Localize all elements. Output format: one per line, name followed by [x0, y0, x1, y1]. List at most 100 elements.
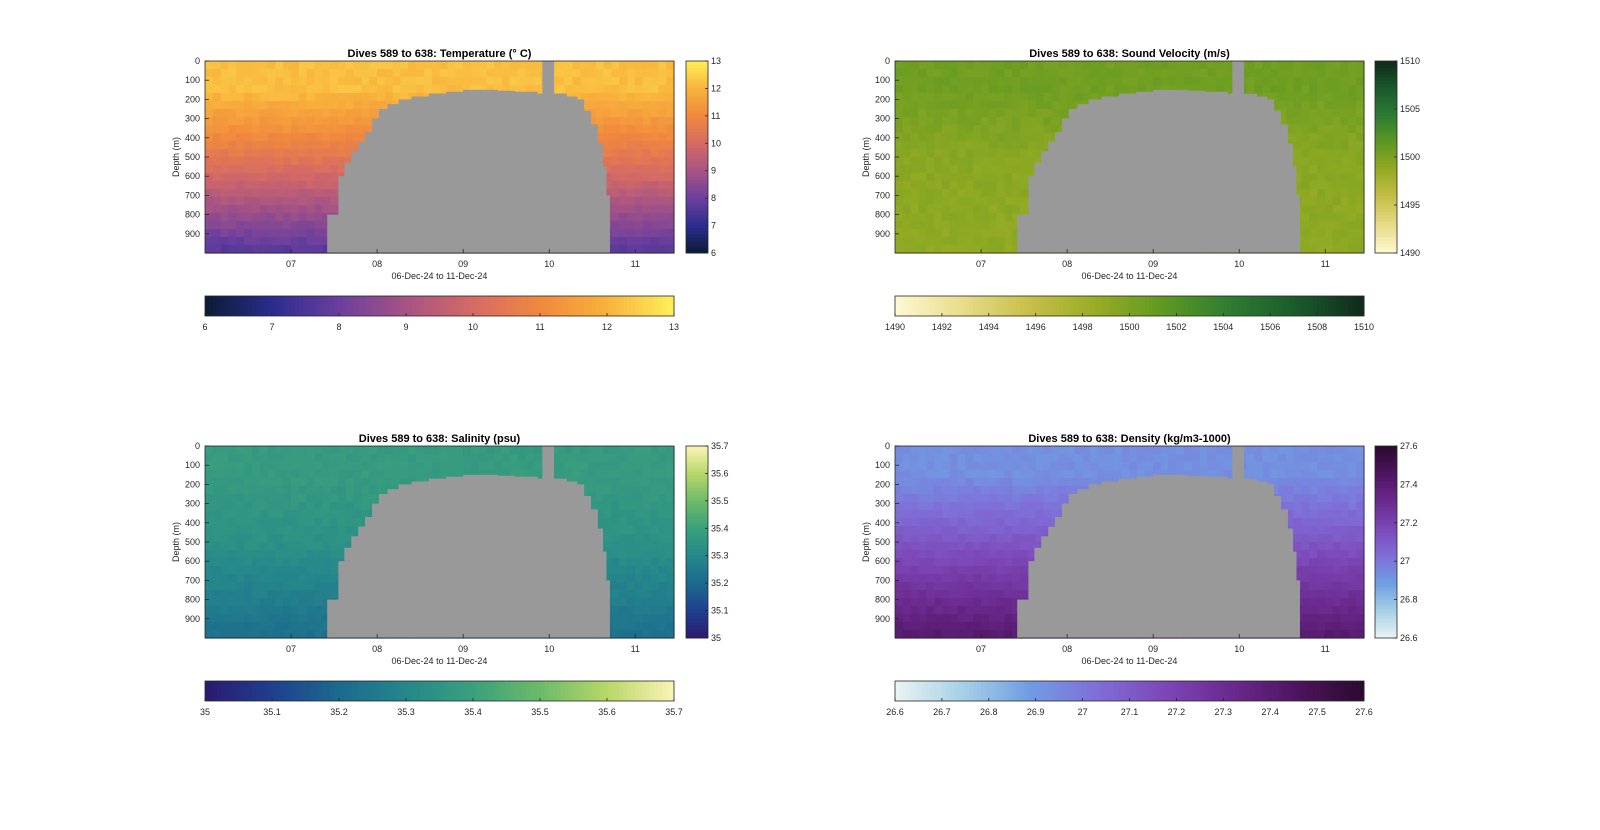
heatmap-cell [306, 454, 316, 463]
heatmap-cell [267, 582, 276, 591]
heatmap-cell [634, 558, 644, 567]
heatmap-cell [314, 125, 323, 134]
vertical-colorbar-segment [686, 224, 708, 228]
heatmap-cell [408, 454, 417, 463]
heatmap-cell [345, 534, 355, 543]
heatmap-cell [1082, 85, 1092, 94]
heatmap-cell [588, 69, 597, 78]
heatmap-cell [298, 558, 308, 567]
heatmap-cell [1348, 117, 1357, 126]
heatmap-cell [236, 189, 245, 198]
heatmap-cell [1152, 61, 1162, 70]
heatmap-cell [337, 77, 347, 86]
horizontal-colorbar-segment [337, 296, 343, 316]
heatmap-cell [337, 526, 347, 535]
heatmap-cell [212, 197, 222, 206]
heatmap-cell [290, 109, 300, 118]
heatmap-cell [973, 61, 982, 70]
heatmap-cell [627, 518, 636, 527]
horizontal-colorbar-label: 1494 [979, 322, 999, 332]
heatmap-cell [1035, 125, 1045, 134]
heatmap-cell [1356, 133, 1365, 142]
heatmap-cell [439, 85, 448, 94]
heatmap-cell [627, 229, 636, 238]
heatmap-cell [980, 229, 990, 238]
heatmap-cell [1317, 181, 1326, 190]
heatmap-cell [918, 165, 927, 174]
horizontal-colorbar-segment [509, 296, 515, 316]
heatmap-cell [988, 213, 998, 222]
heatmap-cell [244, 213, 253, 222]
heatmap-cell [376, 478, 386, 487]
horizontal-colorbar-segment [228, 296, 233, 316]
heatmap-cell [228, 574, 237, 583]
horizontal-colorbar-segment [1102, 296, 1107, 316]
heatmap-cell [306, 245, 316, 254]
heatmap-cell [934, 117, 943, 126]
heatmap-cell [259, 117, 269, 126]
heatmap-cell [918, 189, 927, 198]
heatmap-cell [910, 229, 920, 238]
heatmap-cell [949, 149, 959, 158]
heatmap-cell [666, 221, 675, 230]
heatmap-cell [973, 237, 982, 246]
heatmap-cell [627, 245, 636, 254]
heatmap-cell [666, 69, 675, 78]
heatmap-cell [1043, 141, 1052, 150]
heatmap-cell [611, 117, 620, 126]
heatmap-cell [251, 542, 261, 551]
heatmap-cell [431, 69, 441, 78]
heatmap-cell [236, 85, 245, 94]
heatmap-cell [1059, 93, 1068, 102]
heatmap-cell [980, 157, 990, 166]
horizontal-colorbar-segment [1098, 296, 1103, 316]
heatmap-cell [650, 69, 659, 78]
heatmap-cell [283, 534, 292, 543]
heatmap-cell [509, 85, 519, 94]
heatmap-cell [1348, 229, 1357, 238]
heatmap-cell [306, 213, 316, 222]
horizontal-colorbar-segment [910, 296, 916, 316]
heatmap-cell [1176, 85, 1185, 94]
vertical-colorbar-segment [686, 105, 708, 110]
heatmap-cell [275, 454, 284, 463]
heatmap-cell [634, 566, 644, 575]
heatmap-cell [603, 534, 613, 543]
heatmap-cell [1348, 221, 1357, 230]
horizontal-colorbar-segment [1149, 296, 1154, 316]
heatmap-cell [345, 117, 355, 126]
heatmap-cell [650, 149, 659, 158]
heatmap-cell [330, 117, 339, 126]
heatmap-cell [244, 558, 253, 567]
heatmap-cell [980, 101, 990, 110]
no-data-mask [1237, 61, 1245, 253]
heatmap-cell [627, 237, 636, 246]
heatmap-cell [330, 149, 339, 158]
heatmap-cell [306, 494, 316, 503]
y-tick-label: 700 [185, 190, 200, 200]
heatmap-cell [330, 165, 339, 174]
heatmap-cell [1035, 85, 1045, 94]
heatmap-cell [314, 478, 323, 487]
heatmap-cell [619, 510, 628, 519]
heatmap-cell [502, 462, 511, 471]
heatmap-cell [666, 189, 675, 198]
vertical-colorbar-segment [686, 516, 708, 521]
heatmap-cell [502, 470, 511, 479]
heatmap-cell [650, 566, 659, 575]
heatmap-cell [298, 173, 308, 182]
heatmap-cell [212, 486, 222, 495]
heatmap-cell [658, 237, 667, 246]
heatmap-cell [603, 173, 613, 182]
heatmap-cell [1301, 93, 1310, 102]
heatmap-cell [337, 141, 347, 150]
heatmap-cell [205, 526, 214, 535]
heatmap-cell [1066, 93, 1076, 102]
horizontal-colorbar-segment [439, 296, 444, 316]
heatmap-cell [1301, 221, 1310, 230]
horizontal-colorbar-segment [984, 296, 990, 316]
heatmap-cell [572, 69, 581, 78]
heatmap-cell [275, 574, 284, 583]
heatmap-cell [228, 213, 237, 222]
heatmap-cell [658, 181, 667, 190]
